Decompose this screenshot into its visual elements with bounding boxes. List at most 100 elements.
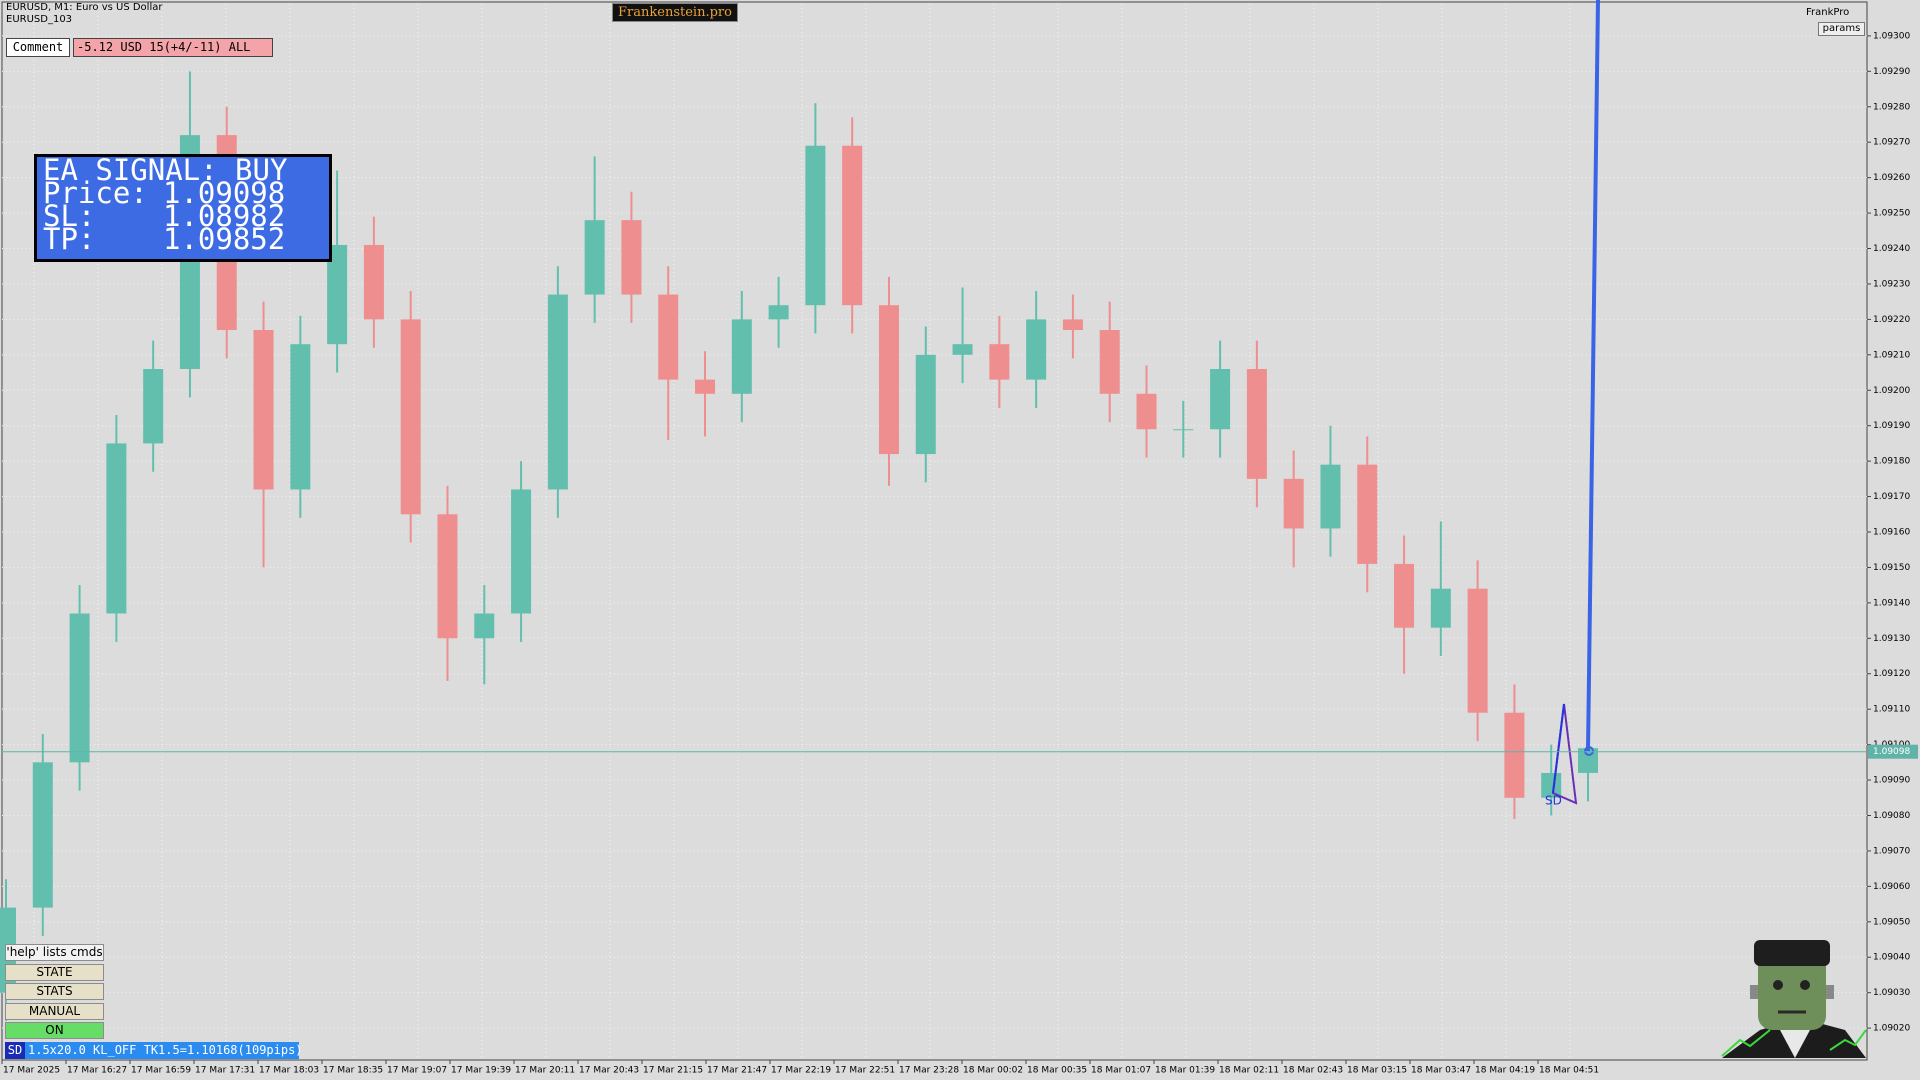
params-button[interactable]: params [1818,22,1865,36]
y-tick-label: 1.09060 [1873,882,1910,892]
y-tick-label: 1.09050 [1873,917,1910,927]
candle-body [989,344,1010,380]
account-line: EURUSD_103 [6,14,73,25]
x-tick-label: 17 Mar 22:51 [835,1066,895,1076]
stats-button[interactable]: STATS [5,983,104,1000]
x-tick-label: 17 Mar 21:15 [643,1066,703,1076]
y-tick-label: 1.09020 [1873,1024,1910,1034]
x-tick-label: 18 Mar 01:39 [1155,1066,1215,1076]
ea-value: 1.09098 [163,176,286,210]
y-tick-label: 1.09190 [1873,421,1910,431]
ea-label: SL: [43,199,96,233]
candle-body [842,145,863,306]
x-tick-label: 18 Mar 02:43 [1283,1066,1343,1076]
candle-body [1578,748,1598,773]
candle-body [1136,393,1157,430]
brand-right: FrankPro [1806,7,1850,18]
candle-body [878,305,899,455]
y-tick-label: 1.09230 [1873,279,1910,289]
y-tick-label: 1.09040 [1873,953,1910,963]
brand-label: Frankenstein.pro [612,3,738,22]
candle-body [658,294,679,380]
candle-body [363,244,384,320]
y-tick-label: 1.09130 [1873,634,1910,644]
y-tick-label: 1.09220 [1873,315,1910,325]
candle-body [547,294,568,490]
symbol-line: EURUSD, M1: Euro vs US Dollar [6,2,163,13]
y-tick-label: 1.09260 [1873,173,1910,183]
y-tick-label: 1.09200 [1873,386,1910,396]
candle-body [1026,319,1047,380]
candle-body [400,319,421,515]
ea-label: TP: [43,222,96,256]
candle-body [915,354,936,455]
candle-body [1099,330,1120,394]
y-tick-label: 1.09150 [1873,563,1910,573]
y-tick-label: 1.09030 [1873,988,1910,998]
state-button[interactable]: STATE [5,964,104,981]
x-tick-label: 17 Mar 2025 [3,1066,60,1076]
help-button[interactable]: 'help' lists cmds [5,944,104,961]
y-tick-label: 1.09090 [1873,776,1910,786]
y-tick-label: 1.09180 [1873,457,1910,467]
status-text: 1.5x20.0 KL_OFF TK1.5=1.10168(109pips) [25,1042,303,1059]
candle-body [1467,588,1488,713]
y-tick-label: 1.09140 [1873,598,1910,608]
x-tick-label: 17 Mar 16:59 [131,1066,191,1076]
candle-body [695,379,716,394]
y-tick-label: 1.09250 [1873,209,1910,219]
x-tick-label: 17 Mar 18:35 [323,1066,383,1076]
candle-body [1320,464,1341,529]
comment-label: Comment [6,38,70,57]
x-tick-label: 18 Mar 04:51 [1539,1066,1599,1076]
x-tick-label: 17 Mar 18:03 [259,1066,319,1076]
x-tick-label: 18 Mar 00:35 [1027,1066,1087,1076]
x-tick-label: 17 Mar 20:11 [515,1066,575,1076]
bid-label-bg [1868,744,1918,759]
sd-pattern-leg [1552,703,1565,794]
candle-body [1173,429,1194,431]
on-button[interactable]: ON [5,1022,104,1039]
bid-label: 1.09098 [1873,747,1910,757]
pattern-label: SD [1545,794,1562,808]
x-tick-label: 18 Mar 03:47 [1411,1066,1471,1076]
candle-body [253,330,274,490]
y-tick-label: 1.09120 [1873,669,1910,679]
candle-body [805,145,826,306]
x-tick-label: 18 Mar 00:02 [963,1066,1023,1076]
x-tick-label: 18 Mar 01:07 [1091,1066,1151,1076]
candle-body [69,613,90,763]
x-tick-label: 17 Mar 23:28 [899,1066,959,1076]
x-tick-label: 17 Mar 20:43 [579,1066,639,1076]
candle-body [1430,588,1451,628]
y-tick-label: 1.09210 [1873,350,1910,360]
candle-body [437,514,458,639]
candle-body [1210,368,1231,430]
tp-projection [1586,0,1600,752]
manual-button[interactable]: MANUAL [5,1003,104,1020]
y-tick-label: 1.09290 [1873,67,1910,77]
x-tick-label: 17 Mar 17:31 [195,1066,255,1076]
x-tick-label: 17 Mar 19:39 [451,1066,511,1076]
status-tag: SD [5,1042,25,1059]
candle-body [474,613,495,639]
candle-body [143,368,164,444]
x-tick-label: 17 Mar 19:07 [387,1066,447,1076]
candle-body [32,762,53,908]
y-tick-label: 1.09240 [1873,244,1910,254]
candle-body [1246,368,1267,479]
ea-signal-panel: EA SIGNAL: BUY Price: 1.09098 SL: 1.08982 … [34,154,332,262]
candle-body [290,344,311,490]
candle-body [1357,464,1378,564]
candle-body [952,344,973,355]
x-tick-label: 18 Mar 04:19 [1475,1066,1535,1076]
entry-marker [1584,746,1594,756]
candle-body [1504,712,1525,798]
y-tick-label: 1.09280 [1873,102,1910,112]
candle-body [584,220,605,295]
comment-text: -5.12 USD 15(+4/-11) ALL [73,38,273,57]
ea-title: EA SIGNAL: BUY [43,153,288,187]
candle-body [327,244,348,345]
y-tick-label: 1.09160 [1873,528,1910,538]
